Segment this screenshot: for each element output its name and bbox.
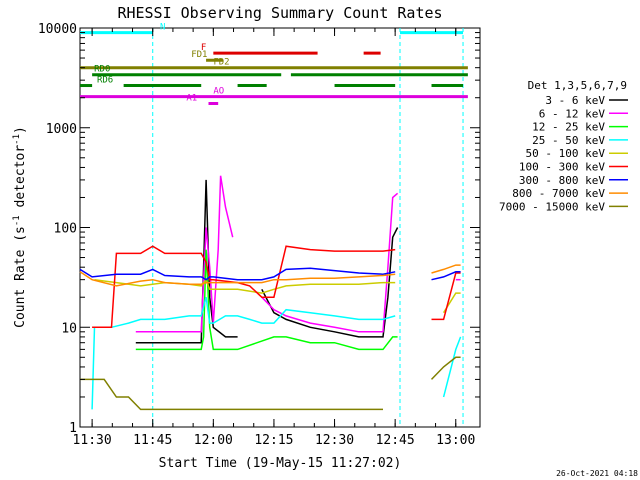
y-label-sup1: -1 [12, 215, 22, 226]
flag-label-fd1: FD1 [191, 50, 207, 60]
y-label-main: Count Rate (s [13, 226, 28, 328]
series-8-segment-0 [80, 378, 383, 411]
series-5-segment-0 [92, 245, 396, 329]
x-tick-label-0: 11:30 [73, 433, 112, 448]
series-8-segment-1 [430, 356, 461, 380]
flag-label-ao: AO [213, 87, 224, 97]
y-tick-label-0: 1 [69, 421, 77, 436]
series-6-segment-1 [431, 271, 461, 281]
night-markers [152, 28, 464, 427]
flag-label-f: F [201, 43, 206, 53]
flag-label-a1: A1 [186, 94, 197, 104]
x-tick-label-4: 12:30 [315, 433, 354, 448]
series-4-segment-0 [94, 278, 396, 294]
series-1-segment-0 [135, 175, 234, 333]
series-7-segment-1 [431, 264, 461, 274]
flag-label-fd2: FD2 [213, 58, 229, 68]
y-tick-label-2: 100 [54, 222, 77, 237]
timestamp: 26-Oct-2021 04:18 [556, 469, 638, 478]
y-tick-label-3: 1000 [46, 122, 77, 137]
flag-label-n: N [160, 23, 165, 33]
x-tick-label-3: 12:15 [254, 433, 293, 448]
x-tick-label-2: 12:00 [194, 433, 233, 448]
legend-label-3: 25 - 50 keV [532, 134, 605, 147]
y-axis-label: Count Rate (s-1 detector-1) [12, 126, 28, 328]
x-axis-label: Start Time (19-May-15 11:27:02) [159, 456, 402, 471]
legend-label-8: 7000 - 15000 keV [499, 200, 605, 213]
series-layer [79, 175, 462, 411]
series-5-segment-1 [431, 272, 461, 321]
plot-area [79, 27, 481, 428]
series-6-segment-0 [79, 267, 396, 281]
x-tick-label-5: 12:45 [376, 433, 415, 448]
y-tick-label-1: 10 [61, 321, 77, 336]
legend-label-4: 50 - 100 keV [526, 147, 606, 160]
legend-title: Det 1,3,5,6,7,9 [528, 79, 627, 92]
axes: 11:30 11:45 12:00 12:15 12:30 12:45 13:00 1 10 10… [38, 22, 480, 448]
chart-title: RHESSI Observing Summary Count Rates [117, 4, 442, 22]
flag-label-rd6: RD6 [97, 76, 113, 86]
series-1-segment-1 [261, 192, 399, 333]
series-3-segment-1 [442, 336, 462, 398]
legend-label-6: 300 - 800 keV [519, 174, 605, 187]
series-0-segment-1 [261, 227, 399, 338]
y-label-mid: detector [13, 145, 28, 216]
legend-label-1: 6 - 12 keV [539, 107, 606, 120]
x-tick-label-6: 13:00 [436, 433, 475, 448]
legend-label-2: 12 - 25 keV [532, 121, 605, 134]
y-tick-label-4: 10000 [38, 22, 77, 37]
x-tick-label-1: 11:45 [133, 433, 172, 448]
series-3-segment-0 [91, 297, 396, 410]
y-label-end: ) [13, 126, 28, 134]
legend-label-0: 3 - 6 keV [545, 94, 605, 107]
legend-label-7: 800 - 7000 keV [512, 187, 605, 200]
legend-label-5: 100 - 300 keV [519, 161, 605, 174]
series-2-segment-0 [135, 249, 398, 351]
series-7-segment-0 [79, 271, 396, 287]
flag-label-rd0: RD0 [94, 65, 110, 75]
y-label-sup2: -1 [12, 134, 22, 145]
